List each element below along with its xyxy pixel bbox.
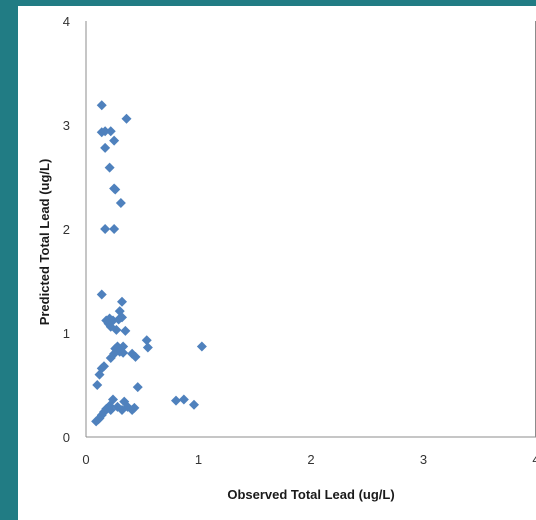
x-tick-label: 2 — [307, 452, 314, 467]
x-tick-label: 4 — [532, 452, 536, 467]
data-point — [117, 296, 127, 307]
data-point — [100, 142, 111, 153]
data-point — [115, 198, 126, 208]
x-axis-title: Observed Total Lead (ug/L) — [227, 487, 394, 502]
data-point — [96, 100, 107, 111]
y-tick-label: 0 — [63, 430, 70, 445]
y-tick-label: 2 — [63, 222, 70, 237]
data-point — [100, 224, 111, 234]
y-axis-title: Predicted Total Lead (ug/L) — [37, 159, 52, 326]
data-point — [92, 380, 103, 390]
data-point — [121, 113, 132, 124]
data-point — [120, 325, 131, 336]
data-points — [91, 100, 207, 427]
data-point — [142, 342, 153, 353]
data-point — [178, 394, 189, 405]
data-point — [105, 352, 116, 363]
x-tick-label: 3 — [420, 452, 427, 467]
data-point — [118, 347, 129, 358]
chart-panel — [18, 6, 536, 520]
data-point — [132, 382, 143, 393]
data-point — [94, 369, 105, 380]
data-point — [196, 341, 207, 352]
data-point — [117, 312, 127, 323]
y-tick-label: 4 — [63, 14, 70, 29]
data-point — [109, 224, 120, 234]
data-point — [109, 135, 120, 146]
y-tick-label: 3 — [63, 118, 70, 133]
data-point — [96, 289, 107, 300]
data-point — [100, 126, 111, 137]
data-point — [104, 162, 115, 173]
data-point — [189, 399, 199, 410]
data-point — [117, 404, 127, 415]
data-point — [130, 351, 141, 362]
data-point — [110, 184, 121, 195]
data-point — [129, 402, 140, 413]
accent-band-left — [0, 0, 18, 520]
data-point — [141, 335, 152, 346]
x-tick-label: 1 — [195, 452, 202, 467]
accent-band-top — [0, 0, 536, 6]
data-point — [91, 416, 102, 427]
data-point — [105, 126, 116, 137]
data-point — [111, 324, 122, 335]
x-tick-label: 0 — [82, 452, 89, 467]
data-point — [171, 395, 181, 406]
y-tick-label: 1 — [63, 326, 70, 341]
